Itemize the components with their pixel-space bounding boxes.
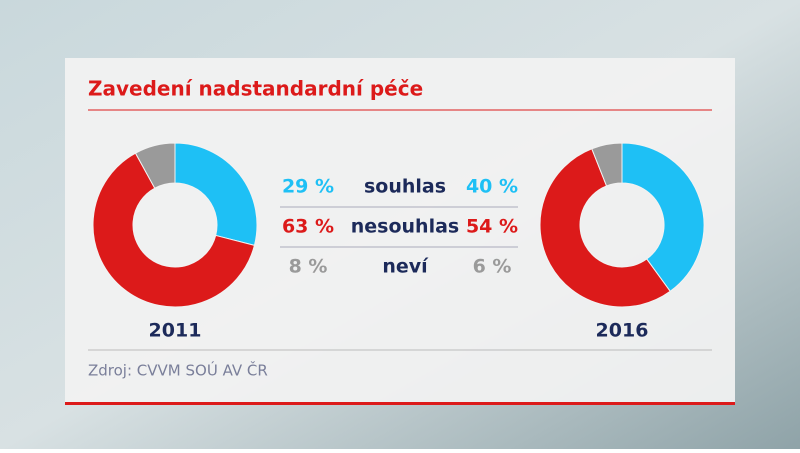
- legend-label: souhlas: [364, 176, 446, 198]
- donut-segment: [621, 142, 705, 293]
- value-label: 8 %: [289, 256, 328, 278]
- donut-segment: [174, 142, 258, 247]
- year-label: 2016: [596, 320, 649, 342]
- panel: [65, 58, 735, 405]
- source: Zdroj: CVVM SOÚ AV ČR: [88, 361, 268, 380]
- year-label: 2011: [149, 320, 202, 342]
- legend-label: nesouhlas: [351, 216, 459, 238]
- value-label: 63 %: [282, 216, 334, 238]
- donut-segment: [591, 142, 623, 187]
- value-label: 6 %: [473, 256, 512, 278]
- chart-title: Zavedení nadstandardní péče: [88, 77, 423, 101]
- legend-label: neví: [382, 256, 429, 278]
- donut-segment: [539, 148, 671, 308]
- value-label: 54 %: [466, 216, 518, 238]
- value-label: 40 %: [466, 176, 518, 198]
- donut-segment: [92, 152, 256, 308]
- panel-border: [65, 402, 735, 405]
- value-label: 29 %: [282, 176, 334, 198]
- donut-segment: [134, 142, 176, 189]
